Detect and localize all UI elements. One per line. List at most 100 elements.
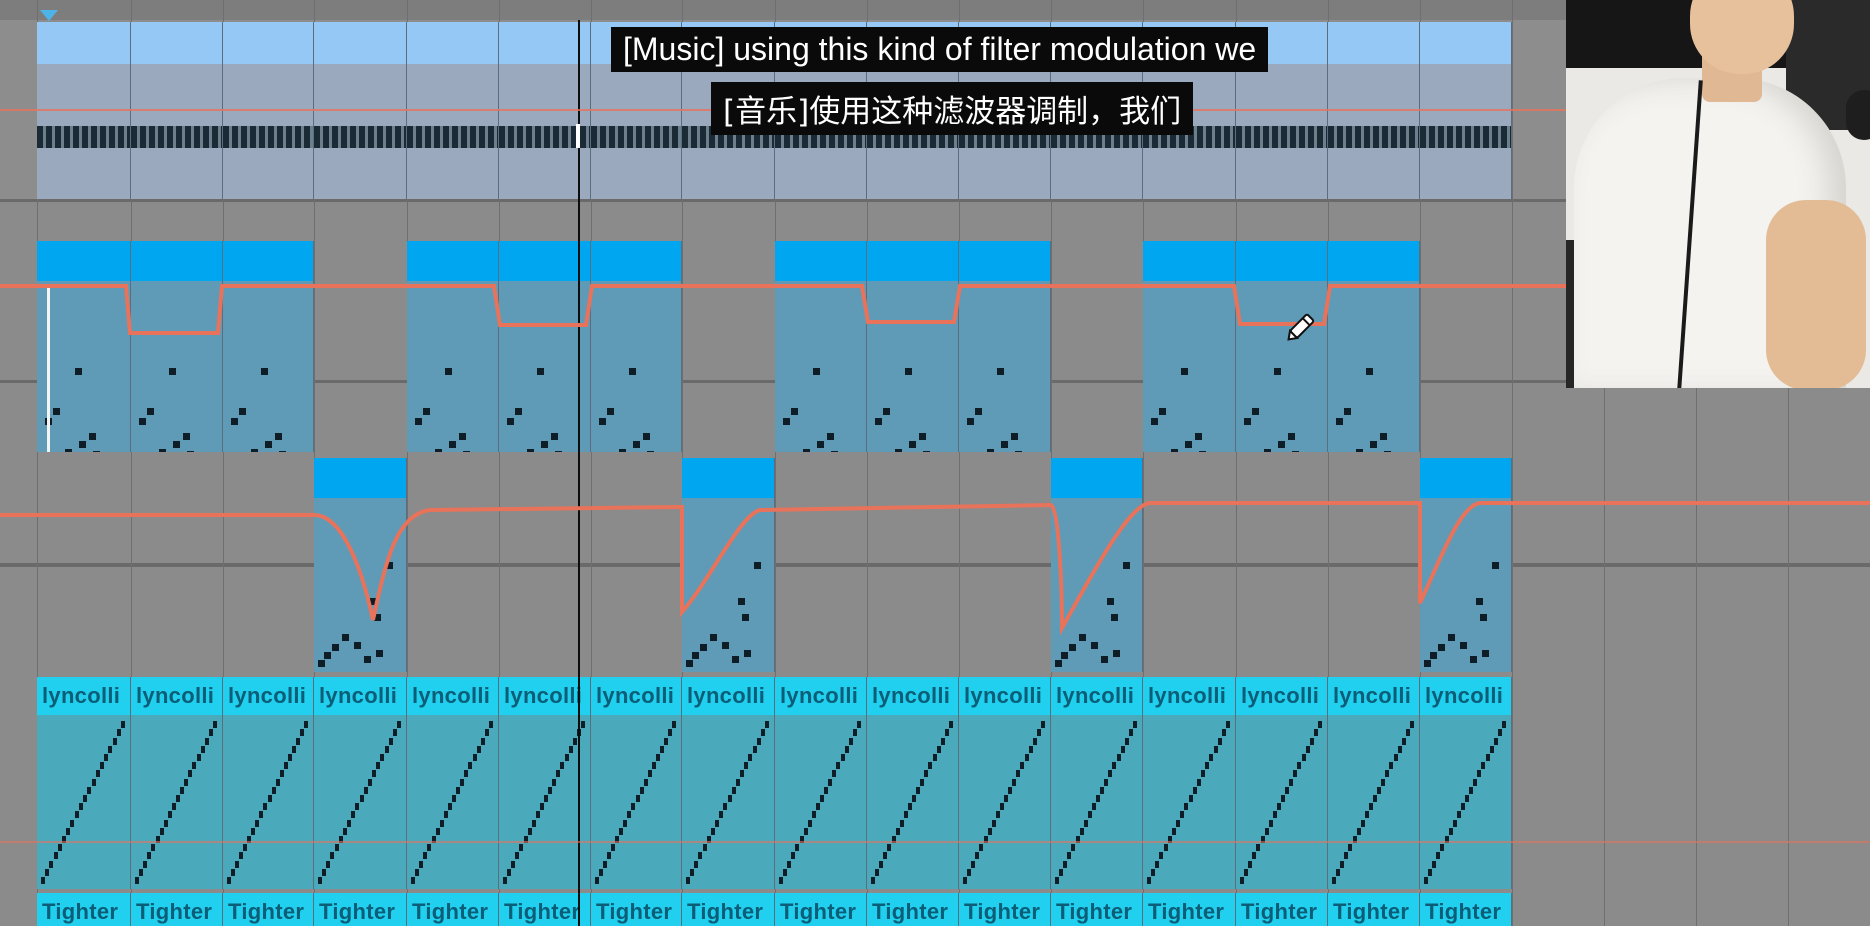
lane5-clip[interactable]: Tighter — [1051, 893, 1143, 926]
lane5-clip[interactable]: Tighter — [407, 893, 499, 926]
midi-note — [291, 745, 296, 753]
lane1-note-strip — [499, 126, 590, 148]
lane4-clip[interactable]: lyncolli — [1420, 677, 1512, 889]
midi-note — [1180, 811, 1185, 819]
lane2-clip-header — [959, 241, 1050, 281]
midi-note — [515, 852, 520, 860]
lane2-clip[interactable] — [37, 241, 131, 452]
lane5-clip[interactable]: Tighter — [1328, 893, 1420, 926]
lane4-clip[interactable]: lyncolli — [37, 677, 131, 889]
midi-note — [1385, 770, 1390, 778]
lane5-clip[interactable]: Tighter — [682, 893, 775, 926]
lane4-clip[interactable]: lyncolli — [1051, 677, 1143, 889]
lane5-clip[interactable]: Tighter — [591, 893, 682, 926]
midi-note — [139, 868, 144, 876]
loop-start-marker-icon[interactable] — [40, 10, 58, 21]
lane4-clip[interactable]: lyncolli — [682, 677, 775, 889]
midi-note — [364, 656, 371, 663]
midi-note — [607, 408, 614, 415]
lane4-clip[interactable]: lyncolli — [314, 677, 407, 889]
lane4-clip[interactable]: lyncolli — [591, 677, 682, 889]
lane4-clip[interactable]: lyncolli — [1328, 677, 1420, 889]
lane2-clip[interactable] — [959, 241, 1051, 452]
lane5-clip[interactable]: Tighter — [1236, 893, 1328, 926]
midi-note — [351, 811, 356, 819]
midi-note — [507, 868, 512, 876]
midi-note — [615, 836, 620, 843]
lane2-automation-line[interactable] — [0, 284, 1870, 335]
lane5-clip[interactable]: Tighter — [37, 893, 131, 926]
lane2-clip[interactable] — [591, 241, 682, 452]
lane2-clip[interactable] — [1143, 241, 1236, 452]
midi-note — [836, 762, 841, 770]
midi-note — [1456, 811, 1461, 819]
midi-note — [431, 836, 436, 843]
lane2-clip[interactable] — [867, 241, 959, 452]
midi-note — [1297, 762, 1302, 770]
midi-note — [435, 449, 442, 452]
midi-note — [787, 860, 792, 868]
lane2-clip[interactable] — [407, 241, 499, 452]
lane2-clip[interactable] — [223, 241, 314, 452]
lane5-clip[interactable]: Tighter — [131, 893, 223, 926]
lane4-clip[interactable]: lyncolli — [959, 677, 1051, 889]
lane3-clip[interactable] — [682, 458, 775, 672]
lane5-clip[interactable]: Tighter — [1420, 893, 1512, 926]
midi-note — [204, 737, 209, 745]
midi-note — [1111, 614, 1118, 621]
lane5-clip[interactable]: Tighter — [499, 893, 591, 926]
lane5-clip[interactable]: Tighter — [959, 893, 1051, 926]
lane4-clip[interactable]: lyncolli — [499, 677, 591, 889]
midi-note — [1305, 745, 1310, 753]
midi-note — [460, 778, 465, 786]
midi-note — [1024, 754, 1029, 761]
lane4-clip[interactable]: lyncolli — [775, 677, 867, 889]
midi-note — [427, 844, 432, 852]
midi-note — [1188, 795, 1193, 802]
midi-note — [692, 652, 699, 659]
lane2-clip[interactable] — [499, 241, 591, 452]
midi-note — [1480, 614, 1487, 621]
lane5-clip[interactable]: Tighter — [867, 893, 959, 926]
midi-note — [484, 729, 489, 737]
lane5-clip[interactable]: Tighter — [223, 893, 314, 926]
lane2-clip[interactable] — [1328, 241, 1420, 452]
lane5-clip[interactable]: Tighter — [1143, 893, 1236, 926]
midi-note — [1460, 642, 1467, 649]
midi-note — [167, 811, 172, 819]
lane5-clip[interactable]: Tighter — [314, 893, 407, 926]
midi-note — [1405, 729, 1410, 737]
lane4-clip[interactable]: lyncolli — [1236, 677, 1328, 889]
lane3-automation-line[interactable] — [0, 501, 1870, 636]
midi-note — [1171, 449, 1178, 452]
lane2-clip[interactable] — [131, 241, 223, 452]
midi-note — [979, 844, 984, 852]
midi-note — [891, 836, 896, 843]
lane4-clip[interactable]: lyncolli — [223, 677, 314, 889]
midi-note — [1075, 836, 1080, 843]
lane4-clip[interactable]: lyncolli — [867, 677, 959, 889]
lane3-clip[interactable] — [314, 458, 407, 672]
midi-note — [1336, 868, 1341, 876]
midi-note — [832, 770, 837, 778]
lane2-clip[interactable] — [1236, 241, 1328, 452]
lane4-clip[interactable]: lyncolli — [1143, 677, 1236, 889]
midi-note — [710, 827, 715, 835]
midi-note — [261, 368, 268, 375]
bar-gridline — [867, 0, 868, 926]
midi-note — [251, 449, 258, 452]
midi-note — [539, 803, 544, 811]
lane4-clip-label: lyncolli — [319, 683, 398, 708]
lane4-clip[interactable]: lyncolli — [407, 677, 499, 889]
lane3-clip[interactable] — [1420, 458, 1512, 672]
midi-note — [560, 762, 565, 770]
lane2-clip[interactable] — [775, 241, 867, 452]
midi-note — [1011, 433, 1018, 440]
midi-note — [452, 795, 457, 802]
midi-note — [299, 729, 304, 737]
playhead[interactable] — [578, 20, 580, 926]
midi-note — [208, 729, 213, 737]
lane5-clip[interactable]: Tighter — [775, 893, 867, 926]
lane4-clip[interactable]: lyncolli — [131, 677, 223, 889]
